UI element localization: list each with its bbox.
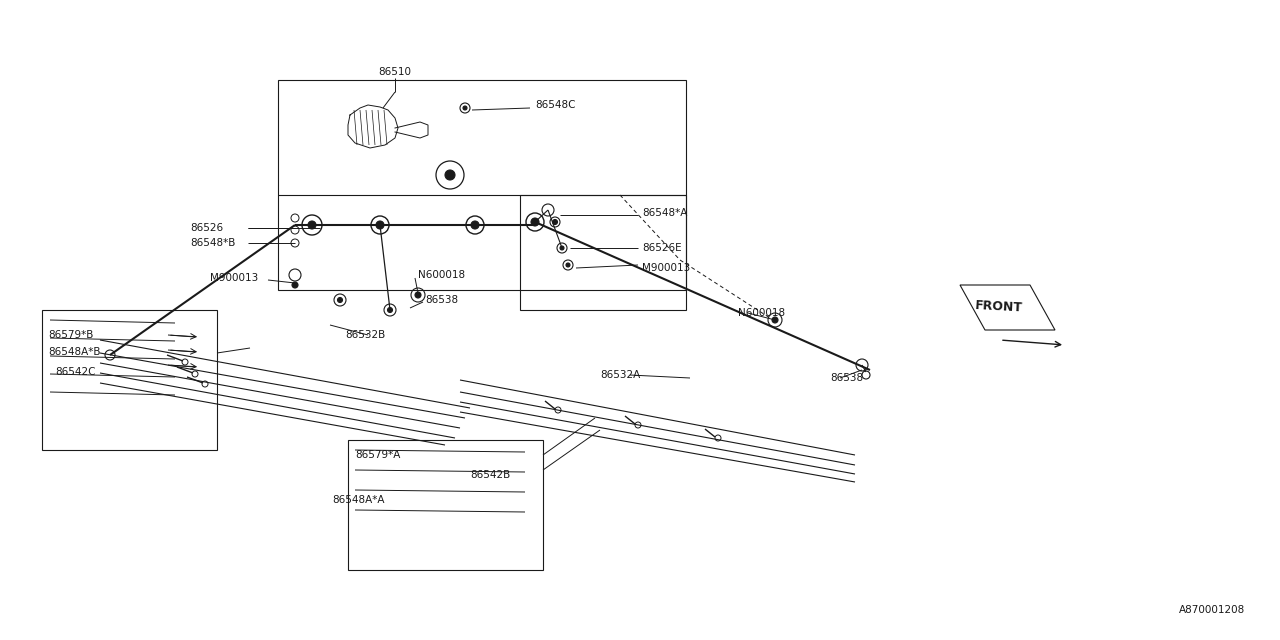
Text: 86542B: 86542B bbox=[470, 470, 511, 480]
Text: 86548*B: 86548*B bbox=[189, 238, 236, 248]
Bar bbox=[520, 195, 686, 310]
Text: 86548A*A: 86548A*A bbox=[332, 495, 384, 505]
Text: 86548A*B: 86548A*B bbox=[49, 347, 101, 357]
Text: A870001208: A870001208 bbox=[1179, 605, 1245, 615]
Circle shape bbox=[308, 221, 316, 229]
Text: M900013: M900013 bbox=[643, 263, 690, 273]
Text: N600018: N600018 bbox=[739, 308, 785, 318]
Circle shape bbox=[415, 292, 421, 298]
Bar bbox=[348, 440, 543, 570]
Circle shape bbox=[553, 220, 558, 225]
Circle shape bbox=[463, 106, 467, 110]
Text: 86526: 86526 bbox=[189, 223, 223, 233]
Circle shape bbox=[531, 218, 539, 226]
Text: 86579*A: 86579*A bbox=[355, 450, 401, 460]
Text: M900013: M900013 bbox=[210, 273, 259, 283]
Text: 86532A: 86532A bbox=[600, 370, 640, 380]
Circle shape bbox=[338, 298, 343, 303]
Text: 86548C: 86548C bbox=[535, 100, 576, 110]
Circle shape bbox=[376, 221, 384, 229]
Text: 86532B: 86532B bbox=[346, 330, 385, 340]
Text: N600018: N600018 bbox=[419, 270, 465, 280]
Bar bbox=[278, 80, 686, 290]
Circle shape bbox=[292, 282, 298, 288]
Circle shape bbox=[561, 246, 564, 250]
Text: 86510: 86510 bbox=[379, 67, 411, 77]
Circle shape bbox=[388, 307, 393, 312]
Text: FRONT: FRONT bbox=[975, 300, 1024, 315]
Circle shape bbox=[772, 317, 778, 323]
Text: 86538: 86538 bbox=[425, 295, 458, 305]
Text: 86579*B: 86579*B bbox=[49, 330, 93, 340]
Text: 86526E: 86526E bbox=[643, 243, 682, 253]
Bar bbox=[42, 310, 218, 450]
Text: 86548*A: 86548*A bbox=[643, 208, 687, 218]
Circle shape bbox=[566, 263, 570, 267]
Text: 86538: 86538 bbox=[829, 373, 863, 383]
Circle shape bbox=[445, 170, 454, 180]
Circle shape bbox=[471, 221, 479, 229]
Text: 86542C: 86542C bbox=[55, 367, 96, 377]
